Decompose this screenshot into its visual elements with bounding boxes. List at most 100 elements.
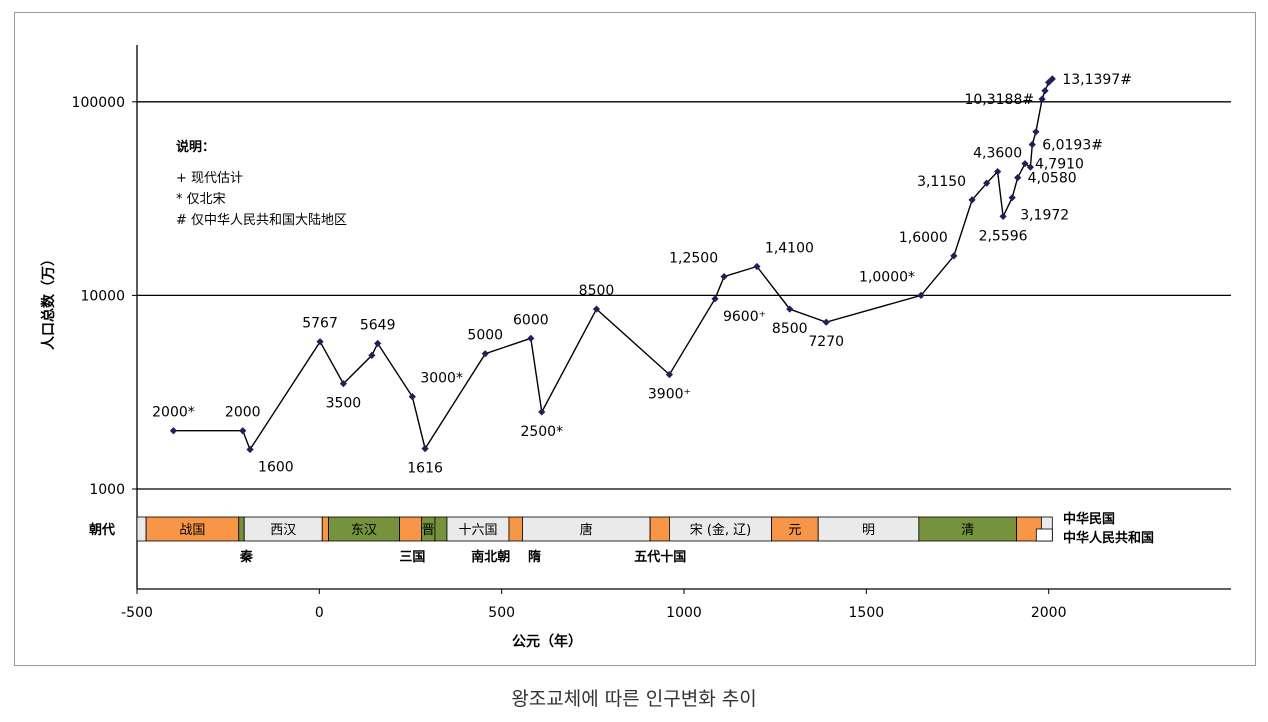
data-point [786,305,794,313]
data-label: 9600⁺ [723,309,766,325]
y-tick-label: 1000 [89,482,125,498]
data-point [1014,174,1022,182]
data-point [822,318,830,326]
y-axis-title: 人口总数（万） [40,252,57,350]
dynasty-segment [649,516,670,542]
data-label: 3,1150 [917,174,966,190]
dynasty-segment [328,516,400,542]
data-point [1021,160,1029,168]
dynasty-segment [1035,528,1053,542]
data-point [421,445,429,453]
data-label: 6,0193# [1042,137,1103,153]
data-point [339,380,348,388]
data-label: 6000 [513,312,549,328]
axes: 1000 10000 100000 -500 0 500 1000 1500 2000 公元（年）… [40,45,1231,650]
data-label: 4,3600 [973,146,1022,162]
data-label: 4,0580 [1028,171,1077,187]
dynasty-name: 十六国 [458,523,497,538]
x-tick-label: 2000 [1031,605,1067,621]
dynasty-segment [508,516,523,542]
data-point [753,262,761,271]
legend-item: + 现代估计 [176,171,243,186]
data-label: 1600 [258,459,294,475]
data-label: 5000 [467,328,503,344]
dynasty-segment [399,516,422,542]
legend: 说明： + 现代估计 * 仅北宋 # 仅中华人民共和国大陆地区 [176,139,347,228]
dynasty-segment [321,516,329,542]
dynasty-name: 唐 [580,522,593,538]
data-label: 2000 [225,405,261,421]
data-point [316,338,324,346]
population-series [169,75,1056,454]
dynasty-segment [136,516,147,542]
population-line [173,78,1053,452]
data-point [1048,75,1056,83]
x-tick-label: 1500 [849,605,885,621]
data-label: 1,0000* [859,269,915,285]
dynasty-segment [669,516,772,542]
dynasty-right-label: 中华人民共和国 [1063,530,1154,546]
data-label: 3900⁺ [648,387,691,403]
data-label: 4,7910 [1035,157,1084,173]
data-point [665,370,674,379]
x-tick-label: 500 [488,605,515,621]
dynasty-segment [918,516,1017,542]
dynasty-segment [817,516,920,542]
dynasty-band-label: 朝代 [89,522,115,538]
y-tick-label: 100000 [72,95,125,111]
dynasty-below-label: 五代十国 [634,549,686,565]
data-point [994,167,1002,176]
x-tick-label: 0 [315,605,324,621]
data-point [983,179,991,187]
dynasty-name: 元 [788,523,801,538]
data-point [592,305,601,313]
data-label: 3,1972 [1020,208,1069,224]
data-point [917,291,925,299]
dynasty-name: 东汉 [351,523,377,538]
data-label: 8500 [772,321,808,337]
data-point [481,350,489,358]
legend-item: # 仅中华人民共和国大陆地区 [176,212,347,228]
data-point [1028,140,1036,149]
dynasty-segment [771,516,819,542]
data-label: 7270 [808,334,844,350]
legend-title: 说明： [176,139,215,155]
data-label: 1616 [407,461,443,477]
x-tick-label: -500 [121,605,153,621]
gridlines [137,101,1231,490]
dynasty-right-label: 中华民国 [1063,511,1115,527]
dynasty-segment [522,516,651,542]
dynasty-segment [238,516,245,542]
data-label: 2000* [152,405,195,421]
data-label: 2,5596 [979,228,1028,244]
data-label: 13,1397# [1062,72,1132,88]
data-label: 5767 [302,316,338,332]
data-label: 10,3188# [964,92,1034,108]
data-point [368,351,376,359]
population-chart: 1000 10000 100000 -500 0 500 1000 1500 2000 公元（年）… [40,45,1231,650]
data-point [239,427,247,435]
data-point [1041,87,1049,95]
data-point [169,427,178,435]
data-label: 1,6000 [899,230,948,246]
data-labels: 2000* 2000 1600 5767 3500 5649 3000* 1616 5000 60… [152,72,1132,477]
data-point [408,393,416,401]
dynasty-segment [434,516,448,542]
dynasty-name: 清 [961,523,974,538]
data-point [1008,194,1016,202]
dynasty-below-label: 秦 [239,549,254,565]
x-axis-title: 公元（年） [512,633,582,650]
data-label: 1,4100 [765,241,814,257]
data-point [246,445,254,454]
dynasty-below-label: 隋 [528,549,541,565]
dynasty-band: 朝代 战国 西汉 东汉 晋 十六国 唐 宋 (金, 辽) 元 明 清秦 三国 南北朝 隋 五代十国 中华民国中… [89,511,1154,565]
dynasty-segment [145,516,240,542]
data-point [1038,95,1046,103]
data-point [1026,163,1035,171]
dynasty-name: 明 [862,523,875,538]
data-point [711,295,719,303]
figure-caption: 왕조교체에 따른 인구변화 추이 [511,688,757,710]
data-point [968,196,976,204]
dynasty-name: 战国 [179,523,205,538]
data-point [950,252,958,260]
